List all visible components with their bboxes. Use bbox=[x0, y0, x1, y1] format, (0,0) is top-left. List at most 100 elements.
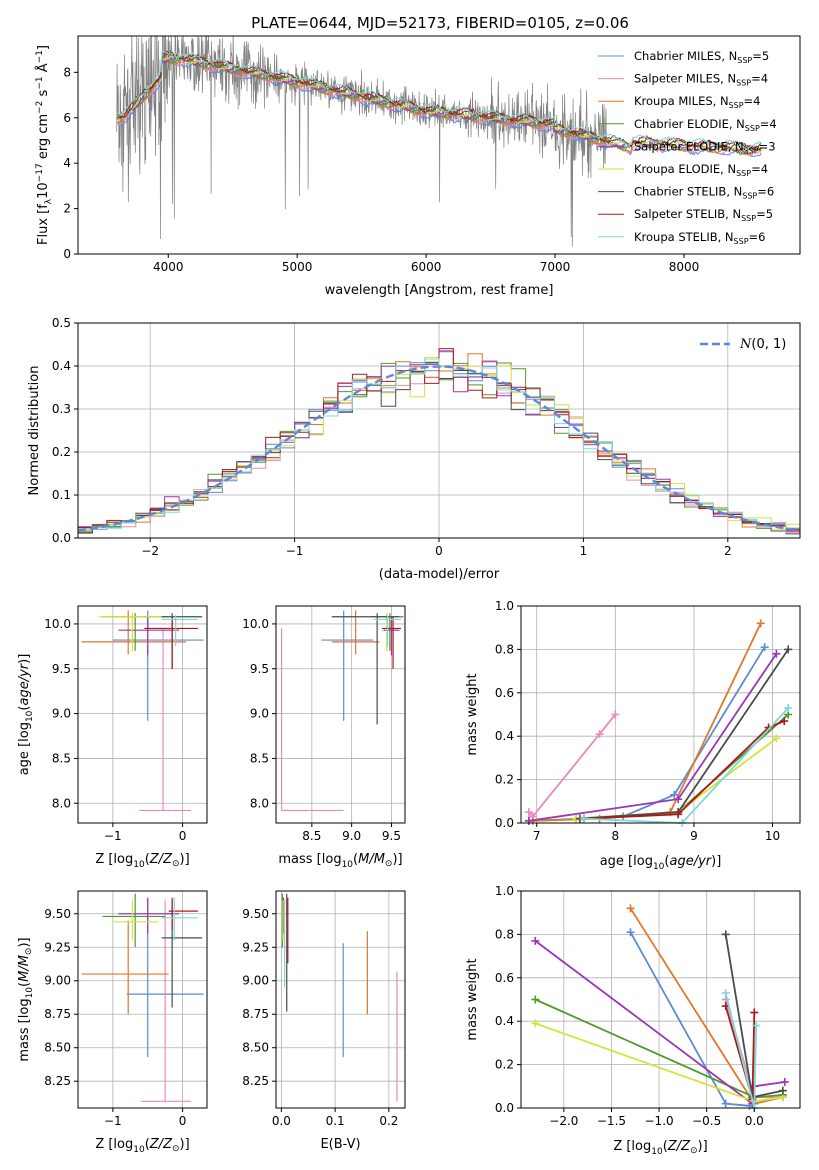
y-tick-label: 10.0 bbox=[44, 617, 71, 631]
x-tick-label: 9.5 bbox=[382, 829, 401, 843]
y-axis-label-part: Flux [f bbox=[36, 204, 51, 245]
legend-count: =3 bbox=[759, 139, 776, 153]
data-point-marker bbox=[626, 904, 635, 913]
data-point-marker bbox=[750, 1008, 759, 1017]
axis-label-part: )] bbox=[180, 1137, 190, 1152]
y-axis-label: mass weight bbox=[465, 673, 480, 755]
x-tick-label: 8 bbox=[611, 829, 619, 843]
axis-label-part: )] bbox=[711, 854, 721, 869]
data-point-marker bbox=[721, 930, 730, 939]
data-point-marker bbox=[674, 810, 683, 819]
data-point-marker bbox=[670, 790, 679, 799]
series-chabrier-miles bbox=[626, 928, 754, 1110]
legend-entry-salpeter-miles: Salpeter MILES, NSSP=4 bbox=[634, 72, 768, 88]
errorbar-salpeter-elodie bbox=[118, 616, 180, 656]
y-tick-label: 8.5 bbox=[52, 751, 71, 765]
y-axis-label-part: −1 bbox=[35, 50, 45, 63]
series-line bbox=[528, 646, 766, 822]
x-tick-label: 7000 bbox=[540, 260, 571, 274]
data-point-marker bbox=[756, 619, 765, 628]
y-tick-label: 9.5 bbox=[52, 662, 71, 676]
x-tick-label: −1.0 bbox=[645, 1114, 674, 1128]
axes-frame bbox=[275, 605, 406, 824]
data-point-marker bbox=[579, 814, 588, 823]
data-point-marker bbox=[778, 1086, 787, 1095]
y-tick-label: 0.4 bbox=[495, 1014, 514, 1028]
legend-name: Kroupa ELODIE, N bbox=[634, 162, 736, 176]
legend-count: =5 bbox=[752, 49, 769, 63]
y-tick-label: 0.0 bbox=[52, 531, 71, 545]
y-tick-label: 1.0 bbox=[495, 884, 514, 898]
x-axis-label: wavelength [Angstrom, rest frame] bbox=[325, 283, 554, 298]
errorbar-kroupa-stelib bbox=[161, 614, 198, 647]
series-line bbox=[528, 713, 617, 818]
x-tick-label: −0.5 bbox=[692, 1114, 721, 1128]
errorbar-kroupa-elodie bbox=[112, 900, 159, 941]
axis-label-part: 10 bbox=[651, 1147, 663, 1157]
y-tick-label: 0.6 bbox=[495, 686, 514, 700]
legend-subscript: SSP bbox=[745, 124, 760, 133]
errorbar-chabrier-stelib bbox=[331, 613, 400, 725]
x-tick-label: 0 bbox=[435, 544, 443, 558]
spectrum-panel: 4000 5000 6000 7000 8000 0 2 4 6 8 wavelength [Ang… bbox=[35, 35, 801, 298]
axis-label-part: ⊙ bbox=[24, 948, 34, 956]
x-tick-label: 0.2 bbox=[379, 1114, 398, 1128]
errorbar-chabrier-elodie bbox=[102, 613, 166, 651]
model-line-kroupa-stelib bbox=[116, 50, 762, 150]
x-axis-label: Z [log10(Z/Z⊙)] bbox=[613, 1139, 707, 1157]
legend-name: Chabrier ELODIE, N bbox=[634, 117, 745, 131]
axis-label-part: )] bbox=[180, 852, 190, 867]
data-point-marker bbox=[531, 936, 540, 945]
errorbar-chabrier-elodie bbox=[102, 893, 166, 948]
y-tick-label: 9.50 bbox=[242, 907, 269, 921]
axis-label-part: 10 bbox=[133, 1145, 145, 1155]
axis-label-part: 10 bbox=[25, 987, 35, 999]
axis-label-part: )] bbox=[698, 1139, 708, 1154]
legend-entry-chabrier-stelib: Chabrier STELIB, NSSP=6 bbox=[634, 185, 774, 201]
series-line bbox=[532, 623, 762, 822]
axis-label-part: age [log bbox=[17, 722, 32, 775]
data-point-marker bbox=[674, 795, 683, 804]
x-axis-label: age [log10(age/yr)] bbox=[600, 854, 722, 872]
x-tick-label: −2.0 bbox=[549, 1114, 578, 1128]
y-tick-label: 9.00 bbox=[44, 974, 71, 988]
axis-label-part: ( bbox=[145, 1137, 150, 1152]
data-point-marker bbox=[784, 645, 793, 654]
series-line bbox=[528, 653, 778, 822]
y-tick-label: 2 bbox=[63, 202, 71, 216]
axes-frame bbox=[77, 890, 208, 1109]
data-point-marker bbox=[772, 649, 781, 658]
y-tick-label: 9.25 bbox=[242, 940, 269, 954]
legend-name: Salpeter ELODIE, N bbox=[634, 139, 744, 153]
x-tick-label: 0.1 bbox=[326, 1114, 345, 1128]
y-tick-label: 8.5 bbox=[250, 751, 269, 765]
axis-label-part: )] bbox=[17, 937, 32, 947]
legend-subscript: SSP bbox=[736, 169, 751, 178]
y-tick-label: 8.0 bbox=[52, 796, 71, 810]
data-point-marker bbox=[752, 1021, 761, 1030]
x-tick-label: 8.5 bbox=[302, 829, 321, 843]
y-tick-label: 0.2 bbox=[52, 445, 71, 459]
legend-name: Kroupa STELIB, N bbox=[634, 230, 734, 244]
y-tick-label: 8.0 bbox=[250, 796, 269, 810]
x-tick-label: 1 bbox=[580, 544, 588, 558]
y-axis-label-part: 10 bbox=[36, 182, 51, 199]
spectrum-lines bbox=[116, 36, 762, 247]
x-tick-label: 0 bbox=[179, 829, 187, 843]
y-axis-label-part: Å bbox=[35, 63, 51, 76]
x-tick-label: −1 bbox=[104, 829, 122, 843]
axis-label-part: ⊙ bbox=[690, 1146, 698, 1156]
axis-label-part: )] bbox=[17, 654, 32, 664]
axes-frame bbox=[520, 605, 801, 824]
y-tick-label: 0.6 bbox=[495, 971, 514, 985]
y-tick-label: 8.50 bbox=[242, 1041, 269, 1055]
axis-label-part: age/yr bbox=[17, 662, 32, 705]
data-point-marker bbox=[721, 988, 730, 997]
data-point-marker bbox=[772, 734, 781, 743]
y-axis-label-part: λ bbox=[44, 198, 54, 204]
y-tick-label: 9.0 bbox=[52, 707, 71, 721]
y-tick-label: 0.1 bbox=[52, 488, 71, 502]
y-tick-label: 0.2 bbox=[495, 773, 514, 787]
x-tick-label: 7 bbox=[533, 829, 541, 843]
errorbar-kroupa-elodie bbox=[98, 613, 169, 651]
